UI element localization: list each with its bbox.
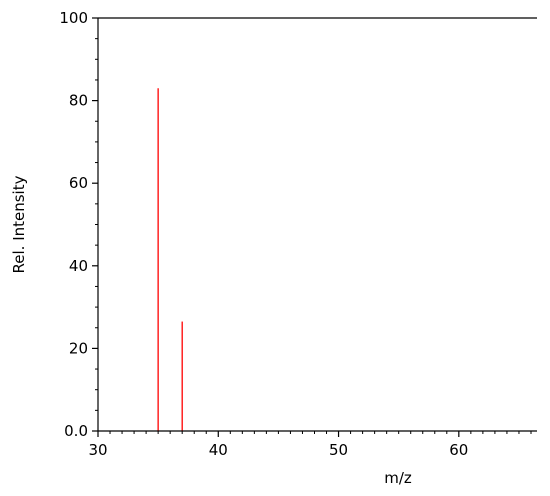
x-tick-label: 40 [209, 441, 228, 459]
y-axis-label: Rel. Intensity [10, 175, 28, 273]
y-ticks: 0.0 20 40 60 80 100 [59, 9, 98, 440]
peaks [157, 88, 183, 431]
x-tick-label: 50 [329, 441, 348, 459]
y-tick-label: 60 [69, 174, 88, 192]
y-tick-label: 40 [69, 257, 88, 275]
x-tick-label: 60 [449, 441, 468, 459]
x-axis-label: m/z [384, 469, 412, 487]
x-ticks: 30 40 50 60 [88, 431, 468, 459]
y-tick-label: 80 [69, 92, 88, 110]
y-tick-label: 20 [69, 339, 88, 357]
minor-ticks [95, 38, 532, 434]
y-tick-label: 0.0 [64, 422, 88, 440]
y-tick-label: 100 [59, 9, 88, 27]
x-tick-label: 30 [88, 441, 107, 459]
